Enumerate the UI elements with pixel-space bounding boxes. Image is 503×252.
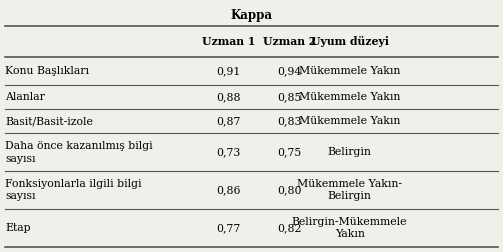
Text: 0,87: 0,87 xyxy=(217,116,241,127)
Text: 0,73: 0,73 xyxy=(217,147,241,158)
Text: 0,82: 0,82 xyxy=(277,223,301,233)
Text: Daha önce kazanılmış bilgi
sayısı: Daha önce kazanılmış bilgi sayısı xyxy=(5,141,152,164)
Text: Alanlar: Alanlar xyxy=(5,92,45,102)
Text: Uzman 2: Uzman 2 xyxy=(263,36,316,47)
Text: Kappa: Kappa xyxy=(230,9,273,22)
Text: Etap: Etap xyxy=(5,223,31,233)
Text: Konu Başlıkları: Konu Başlıkları xyxy=(5,66,89,76)
Text: Fonksiyonlarla ilgili bilgi
sayısı: Fonksiyonlarla ilgili bilgi sayısı xyxy=(5,179,141,201)
Text: Mükemmele Yakın-
Belirgin: Mükemmele Yakın- Belirgin xyxy=(297,179,402,201)
Text: Uzman 1: Uzman 1 xyxy=(202,36,256,47)
Text: Uyum düzeyi: Uyum düzeyi xyxy=(310,36,389,47)
Text: 0,80: 0,80 xyxy=(277,185,301,195)
Text: 0,75: 0,75 xyxy=(277,147,301,158)
Text: 0,88: 0,88 xyxy=(217,92,241,102)
Text: 0,83: 0,83 xyxy=(277,116,301,127)
Text: 0,86: 0,86 xyxy=(217,185,241,195)
Text: Belirgin-Mükemmele
Yakın: Belirgin-Mükemmele Yakın xyxy=(292,217,407,239)
Text: 0,77: 0,77 xyxy=(217,223,241,233)
Text: Belirgin: Belirgin xyxy=(327,147,372,158)
Text: Mükemmele Yakın: Mükemmele Yakın xyxy=(299,116,400,127)
Text: 0,85: 0,85 xyxy=(277,92,301,102)
Text: Mükemmele Yakın: Mükemmele Yakın xyxy=(299,66,400,76)
Text: Mükemmele Yakın: Mükemmele Yakın xyxy=(299,92,400,102)
Text: Basit/Basit-izole: Basit/Basit-izole xyxy=(5,116,93,127)
Text: 0,94: 0,94 xyxy=(277,66,301,76)
Text: 0,91: 0,91 xyxy=(217,66,241,76)
